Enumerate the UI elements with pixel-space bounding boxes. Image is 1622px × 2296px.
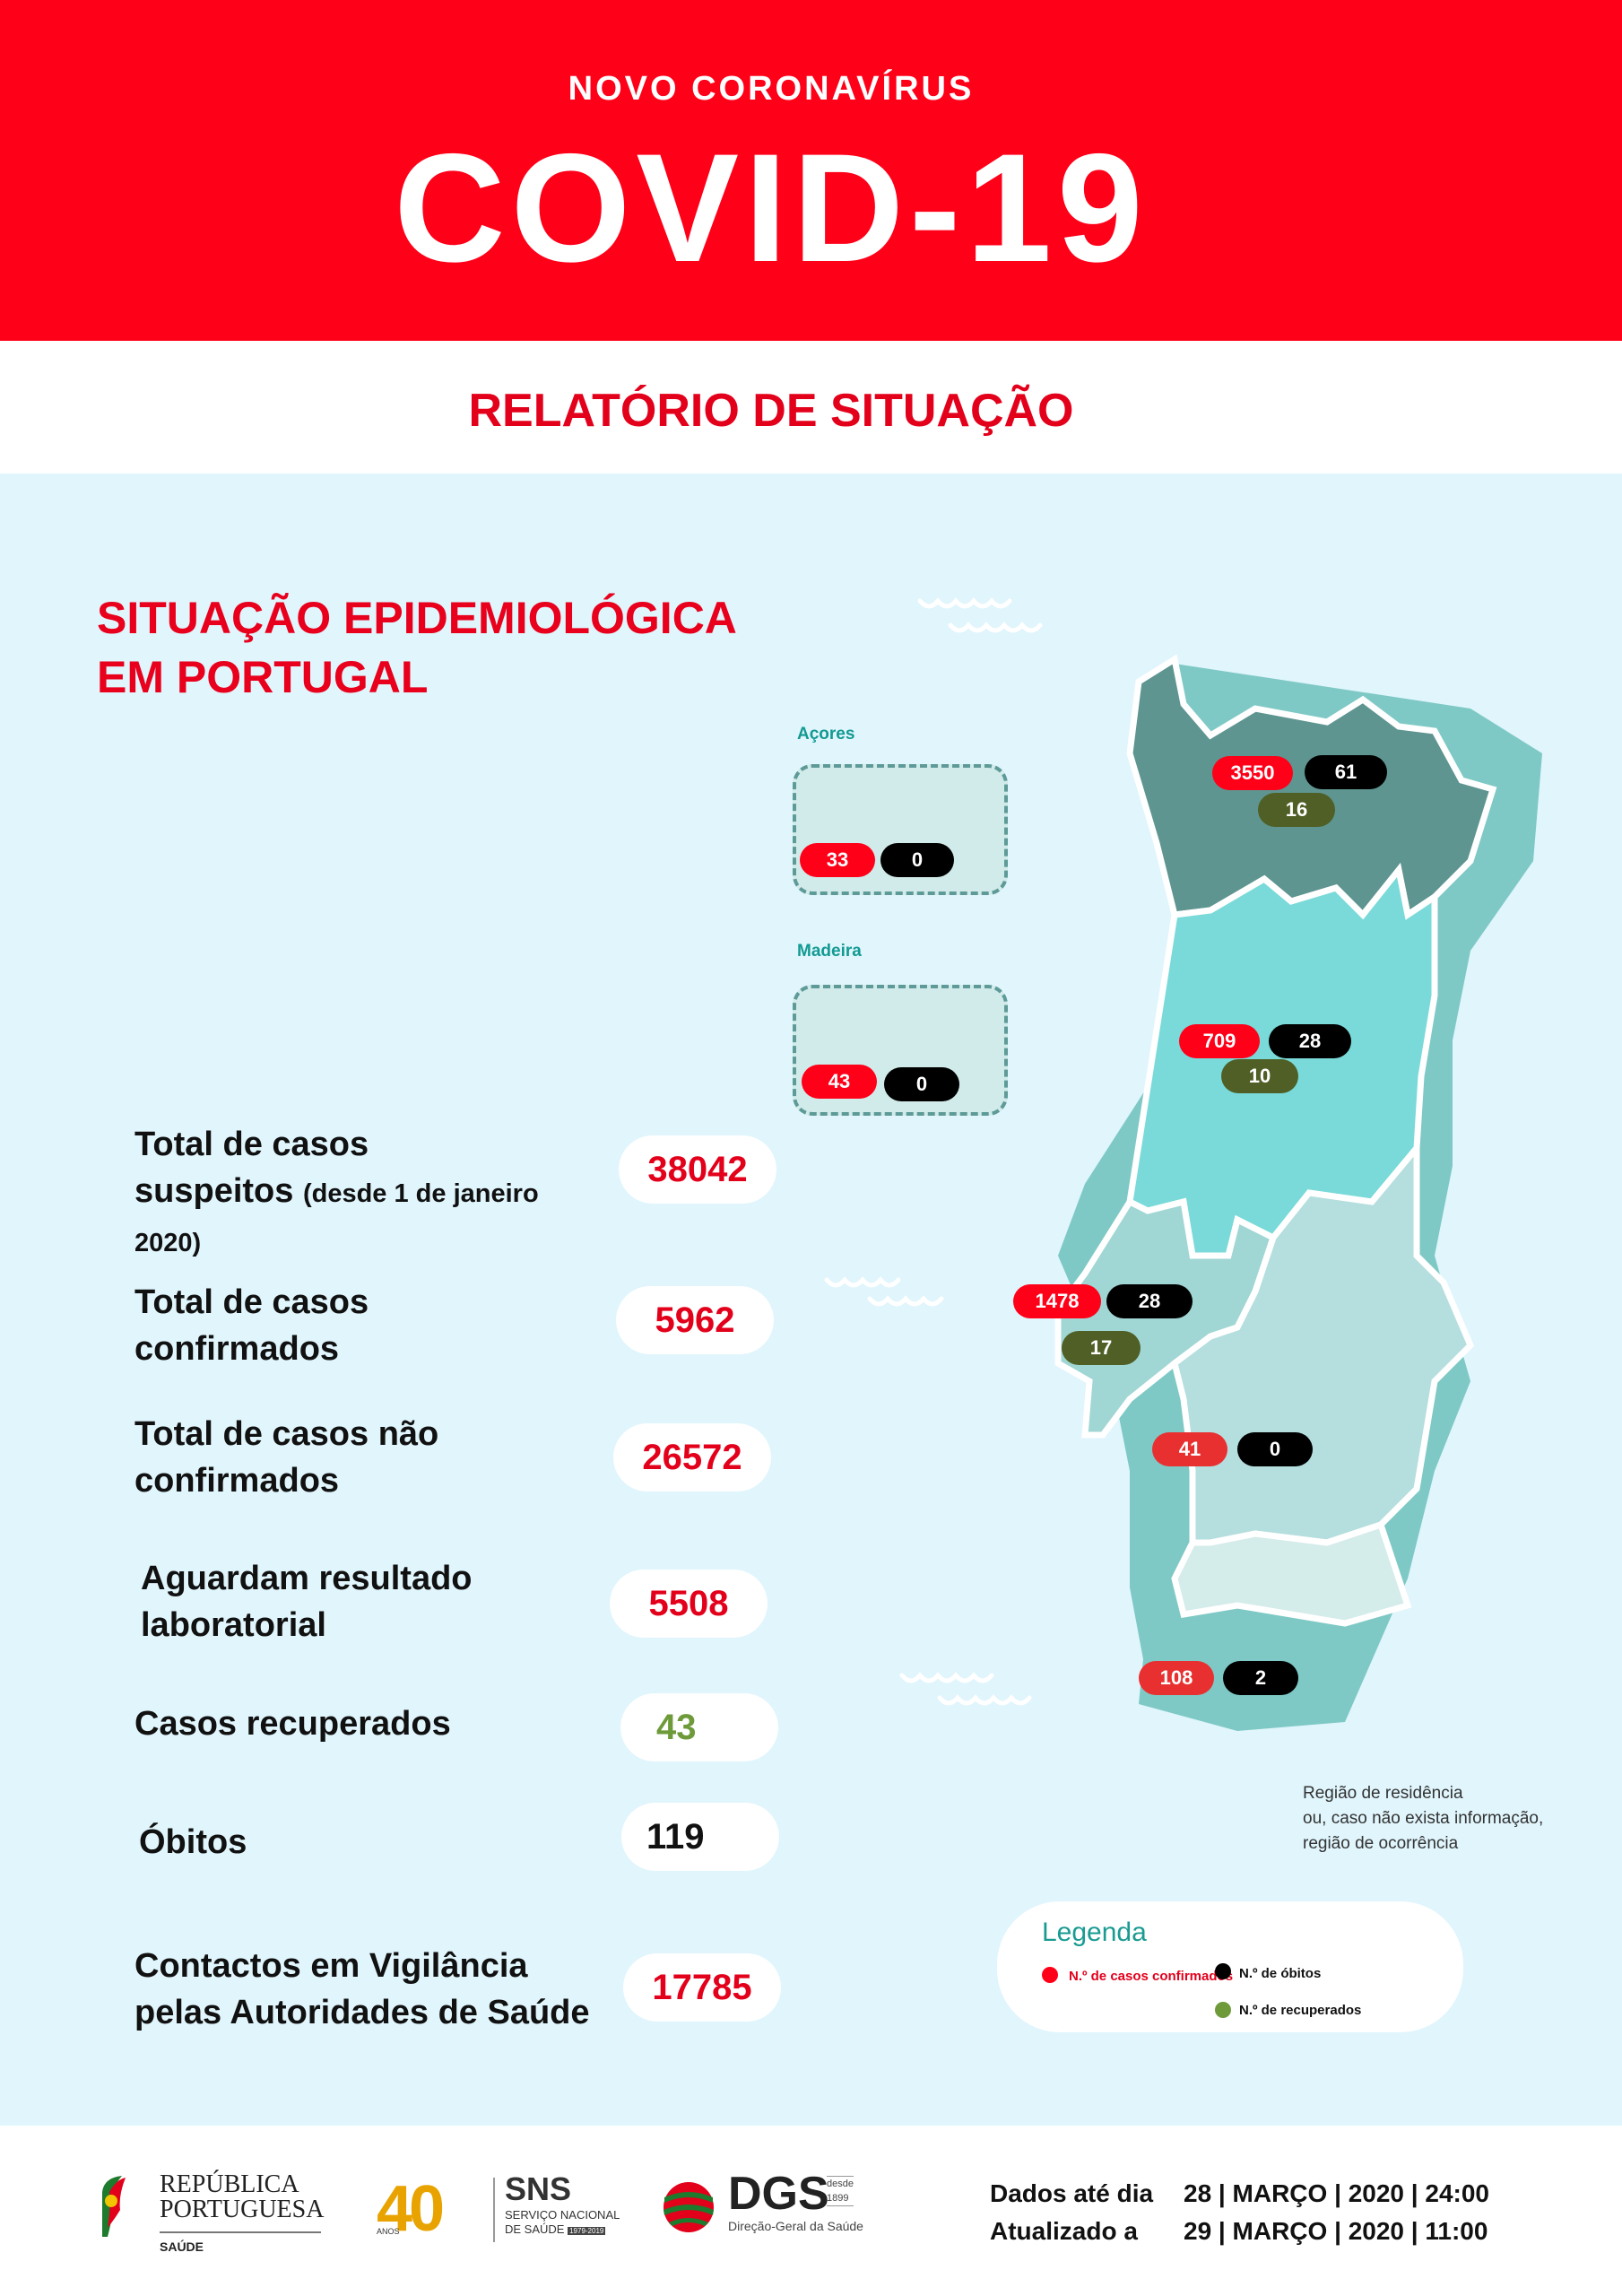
dgs-globe-icon — [662, 2181, 716, 2233]
sns-line2: DE SAÚDE — [505, 2222, 565, 2236]
stat-label-line: Aguardam resultado — [141, 1560, 473, 1597]
section-title: SITUAÇÃO EPIDEMIOLÓGICA EM PORTUGAL — [97, 588, 737, 707]
dgs-year: 1899 — [827, 2193, 849, 2204]
stat-label-line: Total de casos não — [134, 1415, 439, 1453]
stat-label-line: laboratorial — [141, 1606, 326, 1644]
data-until-label: Dados até dia — [990, 2179, 1154, 2207]
algarve-confirmed-badge: 108 — [1139, 1661, 1214, 1695]
stat-label-recovered: Casos recuperados — [134, 1700, 451, 1747]
legend-title: Legenda — [1042, 1918, 1147, 1947]
centro-confirmed-badge: 709 — [1179, 1024, 1260, 1058]
header-kicker: NOVO CORONAVÍRUS — [568, 70, 975, 108]
legend-red-dot-icon — [1042, 1967, 1058, 1983]
stat-label-line: confirmados — [134, 1330, 340, 1368]
sns-divider — [493, 2178, 495, 2242]
stat-label-line: confirmados — [134, 1462, 340, 1500]
lvt-deaths-badge: 28 — [1106, 1284, 1193, 1318]
stat-label-line: Contactos em Vigilância — [134, 1947, 528, 1985]
stat-label-awaiting-lab: Aguardam resultado laboratorial — [141, 1555, 473, 1648]
map-note: Região de residência ou, caso não exista… — [1303, 1781, 1543, 1857]
section-title-line2: EM PORTUGAL — [97, 652, 429, 702]
stat-label-note: (desde 1 de janeiro — [302, 1179, 539, 1208]
azores-label: Açores — [797, 725, 855, 744]
data-until-value: 28 | MARÇO | 2020 | 24:00 — [1184, 2179, 1489, 2207]
portugal-map-shape — [824, 597, 1542, 1731]
updated-value: 29 | MARÇO | 2020 | 11:00 — [1184, 2217, 1488, 2245]
stat-label-deaths: Óbitos — [139, 1819, 247, 1866]
footer: REPÚBLICA PORTUGUESA SAÚDE 40 ANOS SNS S… — [0, 2126, 1622, 2296]
sns-subtitle: SERVIÇO NACIONAL DE SAÚDE 1979-2019 — [505, 2208, 620, 2239]
stat-label-line: Total de casos — [134, 1283, 369, 1321]
dgs-since: desde 1899 — [827, 2176, 854, 2206]
header-banner: NOVO CORONAVÍRUS COVID-19 — [0, 0, 1622, 341]
map-note-line: região de ocorrência — [1303, 1834, 1459, 1853]
stat-value-contacts: 17785 — [623, 1953, 781, 2022]
republica-sub: SAÚDE — [160, 2239, 204, 2254]
madeira-confirmed-badge: 43 — [802, 1065, 877, 1099]
stat-value-not-confirmed: 26572 — [613, 1423, 771, 1492]
madeira-inset — [793, 985, 1008, 1116]
stat-label-note: 2020) — [134, 1229, 202, 1257]
republica-divider — [160, 2231, 321, 2233]
sns-anos: ANOS — [377, 2227, 400, 2236]
section-title-line1: SITUAÇÃO EPIDEMIOLÓGICA — [97, 593, 737, 643]
stat-label-not-confirmed: Total de casos não confirmados — [134, 1411, 438, 1504]
map-note-line: ou, caso não exista informação, — [1303, 1809, 1544, 1828]
centro-recovered-badge: 10 — [1221, 1059, 1298, 1093]
republica-flag-icon — [99, 2174, 126, 2237]
stat-value-awaiting-lab: 5508 — [610, 1570, 768, 1638]
alentejo-deaths-badge: 0 — [1237, 1432, 1313, 1466]
legend-green-dot-icon — [1215, 2002, 1231, 2018]
stat-label-line: Casos recuperados — [134, 1705, 451, 1743]
stat-label-line: suspeitos — [134, 1172, 294, 1210]
azores-deaths-badge: 0 — [880, 843, 954, 877]
algarve-deaths-badge: 2 — [1223, 1661, 1298, 1695]
sns-title: SNS — [505, 2170, 572, 2207]
sns-40-logo: 40 — [377, 2173, 445, 2245]
stat-label-line: Total de casos — [134, 1126, 369, 1163]
legend-confirmed-label: N.º de casos confirmados — [1069, 1969, 1234, 1984]
wave-decoration — [824, 597, 1043, 1706]
report-subtitle: RELATÓRIO DE SITUAÇÃO — [468, 385, 1074, 437]
madeira-deaths-badge: 0 — [884, 1067, 959, 1101]
stat-label-suspected: Total de casos suspeitos (desde 1 de jan… — [134, 1121, 539, 1266]
legend-deaths-label: N.º de óbitos — [1239, 1966, 1322, 1981]
stat-label-line: Óbitos — [139, 1823, 247, 1861]
sns-line1: SERVIÇO NACIONAL — [505, 2208, 620, 2222]
subtitle-band: RELATÓRIO DE SITUAÇÃO — [0, 341, 1622, 474]
azores-confirmed-badge: 33 — [800, 843, 875, 877]
alentejo-confirmed-badge: 41 — [1152, 1432, 1227, 1466]
portugal-map: Açores 33 0 Madeira 43 0 3550 61 16 709 … — [789, 574, 1596, 1776]
stat-value-suspected: 38042 — [619, 1135, 776, 1204]
sns-years: 1979-2019 — [568, 2227, 606, 2235]
norte-recovered-badge: 16 — [1258, 793, 1335, 827]
dgs-desde: desde — [827, 2179, 854, 2189]
republica-line1: REPÚBLICA — [160, 2170, 299, 2198]
legend-black-dot-icon — [1215, 1963, 1231, 1979]
centro-deaths-badge: 28 — [1269, 1024, 1351, 1058]
norte-confirmed-badge: 3550 — [1212, 756, 1293, 790]
lvt-recovered-badge: 17 — [1062, 1331, 1141, 1365]
dgs-subtitle: Direção-Geral da Saúde — [728, 2219, 863, 2233]
legend: Legenda N.º de casos confirmados N.º de … — [997, 1901, 1463, 2032]
stat-value-recovered: 43 — [620, 1693, 778, 1761]
map-note-line: Região de residência — [1303, 1784, 1463, 1803]
lvt-confirmed-badge: 1478 — [1013, 1284, 1101, 1318]
republica-logo-text: REPÚBLICA PORTUGUESA — [160, 2172, 324, 2222]
updated-label: Atualizado a — [990, 2217, 1138, 2245]
header-title: COVID-19 — [394, 122, 1149, 294]
norte-deaths-badge: 61 — [1305, 755, 1387, 789]
stat-value-confirmed: 5962 — [616, 1286, 774, 1354]
stat-label-line: pelas Autoridades de Saúde — [134, 1994, 590, 2031]
stat-label-contacts: Contactos em Vigilância pelas Autoridade… — [134, 1943, 590, 2036]
stat-label-confirmed: Total de casos confirmados — [134, 1279, 369, 1372]
dgs-title: DGS — [728, 2168, 829, 2220]
republica-line2: PORTUGUESA — [160, 2196, 325, 2223]
stat-value-deaths: 119 — [621, 1803, 779, 1871]
madeira-label: Madeira — [797, 942, 862, 961]
legend-recovered-label: N.º de recuperados — [1239, 2003, 1362, 2018]
